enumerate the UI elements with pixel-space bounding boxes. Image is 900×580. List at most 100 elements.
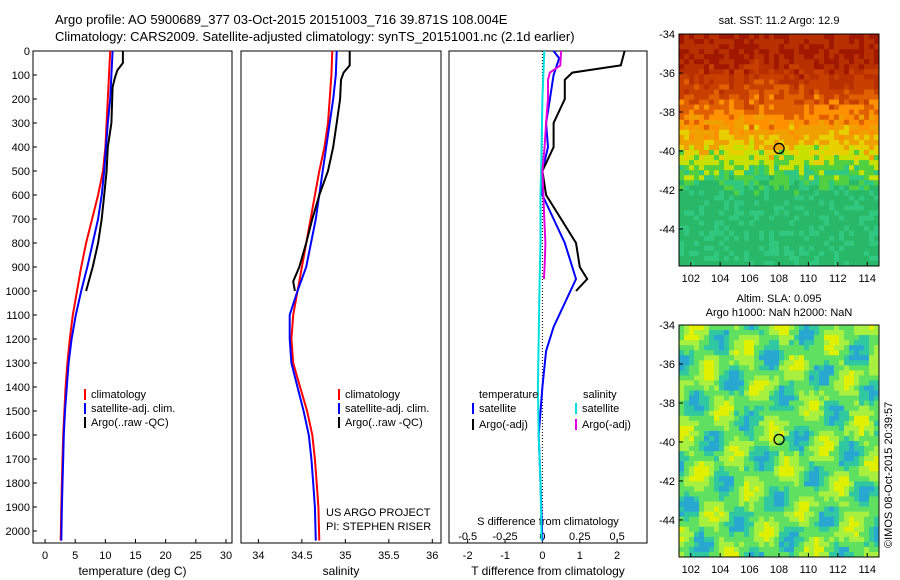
map2-pixel — [824, 521, 830, 528]
map2-pixel — [709, 501, 715, 507]
map2-pixel — [829, 551, 835, 558]
map1-pixel — [864, 74, 870, 80]
map1-pixel — [704, 200, 710, 206]
map2-pixel — [824, 360, 830, 366]
map1-pixel — [829, 155, 835, 161]
map1-pixel — [824, 124, 830, 131]
map1-pixel — [794, 89, 800, 95]
map2-pixel — [829, 466, 835, 472]
map1-pixel — [734, 250, 740, 257]
map2-pixel — [854, 476, 860, 482]
map2-pixel — [849, 496, 855, 502]
map1-pixel — [809, 129, 815, 136]
map1-pixel — [754, 220, 760, 227]
map1-pixel — [854, 69, 860, 75]
map2-pixel — [844, 325, 850, 331]
map2-pixel — [729, 370, 735, 376]
map1-pixel — [704, 170, 710, 176]
map1-pixel — [849, 39, 855, 45]
map2-pixel — [744, 506, 750, 513]
map2-pixel — [784, 536, 790, 543]
map1-pixel — [859, 39, 865, 45]
map2-pixel — [719, 521, 725, 528]
map1-pixel — [859, 255, 865, 262]
map2-pixel — [794, 400, 800, 407]
map1-pixel — [829, 210, 835, 216]
map2-pixel — [779, 501, 785, 507]
map2-pixel — [759, 551, 765, 558]
map2-pixel — [804, 350, 810, 356]
map2-pixel — [754, 430, 760, 437]
map1-pixel — [849, 250, 855, 257]
map2-pixel — [849, 541, 855, 548]
map1-pixel — [749, 44, 755, 50]
map1-pixel — [794, 250, 800, 257]
map2-pixel — [869, 330, 875, 336]
map2-pixel — [874, 476, 880, 482]
map1-pixel — [844, 210, 850, 216]
map2-pixel — [759, 496, 765, 502]
map1-pixel — [759, 160, 765, 166]
map2-pixel — [869, 325, 875, 331]
map1-pixel — [724, 109, 730, 116]
map2-pixel — [764, 375, 770, 381]
map2-pixel — [739, 526, 745, 533]
map1-pixel — [754, 49, 760, 55]
map1-pixel — [709, 205, 715, 211]
map2-pixel — [844, 511, 850, 518]
map1-pixel — [784, 210, 790, 216]
map2-pixel — [684, 536, 690, 543]
map1-pixel — [734, 119, 740, 126]
map1-pixel — [814, 220, 820, 227]
map2-pixel — [739, 531, 745, 538]
map2-pixel — [714, 466, 720, 472]
figure-title-line1: Argo profile: AO 5900689_377 03-Oct-2015… — [55, 12, 508, 27]
map1-pixel — [719, 34, 725, 40]
map1-pixel — [859, 79, 865, 85]
map2-pixel — [789, 425, 795, 432]
map1-pixel — [724, 205, 730, 211]
map2-pixel — [779, 456, 785, 462]
map1-pixel — [854, 114, 860, 121]
map1-pixel — [689, 160, 695, 166]
map2-pixel — [829, 385, 835, 391]
map2-pixel — [739, 430, 745, 437]
map1-pixel — [794, 69, 800, 75]
map2-pixel — [864, 551, 870, 558]
map2-pixel — [704, 441, 710, 447]
map2-pixel — [739, 446, 745, 452]
map1-pixel — [859, 220, 865, 227]
map1-pixel — [789, 119, 795, 126]
map1-pixel — [759, 119, 765, 126]
map1-pixel — [809, 195, 815, 201]
map2-pixel — [874, 516, 880, 523]
map2-pixel — [764, 486, 770, 492]
map1-pixel — [724, 185, 730, 191]
map2-pixel — [684, 511, 690, 518]
map1-pixel — [859, 190, 865, 196]
map1-pixel — [749, 160, 755, 166]
map1-pixel — [779, 195, 785, 201]
y-tick-label: 1100 — [6, 310, 30, 322]
map2-pixel — [684, 466, 690, 472]
map1-pixel — [694, 124, 700, 131]
map2-pixel — [824, 501, 830, 507]
map2-pixel — [794, 526, 800, 533]
map1-pixel — [819, 39, 825, 45]
map2-pixel — [684, 476, 690, 482]
map2-pixel — [839, 415, 845, 422]
map2-pixel — [759, 541, 765, 548]
map2-pixel — [789, 385, 795, 391]
map2-pixel — [704, 345, 710, 351]
map1-pixel — [684, 170, 690, 176]
map1-pixel — [744, 240, 750, 247]
map2-pixel — [849, 395, 855, 402]
map1-pixel — [864, 200, 870, 206]
map2-pixel — [759, 400, 765, 407]
map1-pixel — [689, 205, 695, 211]
map1-pixel — [709, 220, 715, 227]
map1-pixel — [719, 89, 725, 95]
map1-pixel — [769, 139, 775, 146]
map2-pixel — [709, 491, 715, 497]
map1-pixel — [754, 64, 760, 70]
